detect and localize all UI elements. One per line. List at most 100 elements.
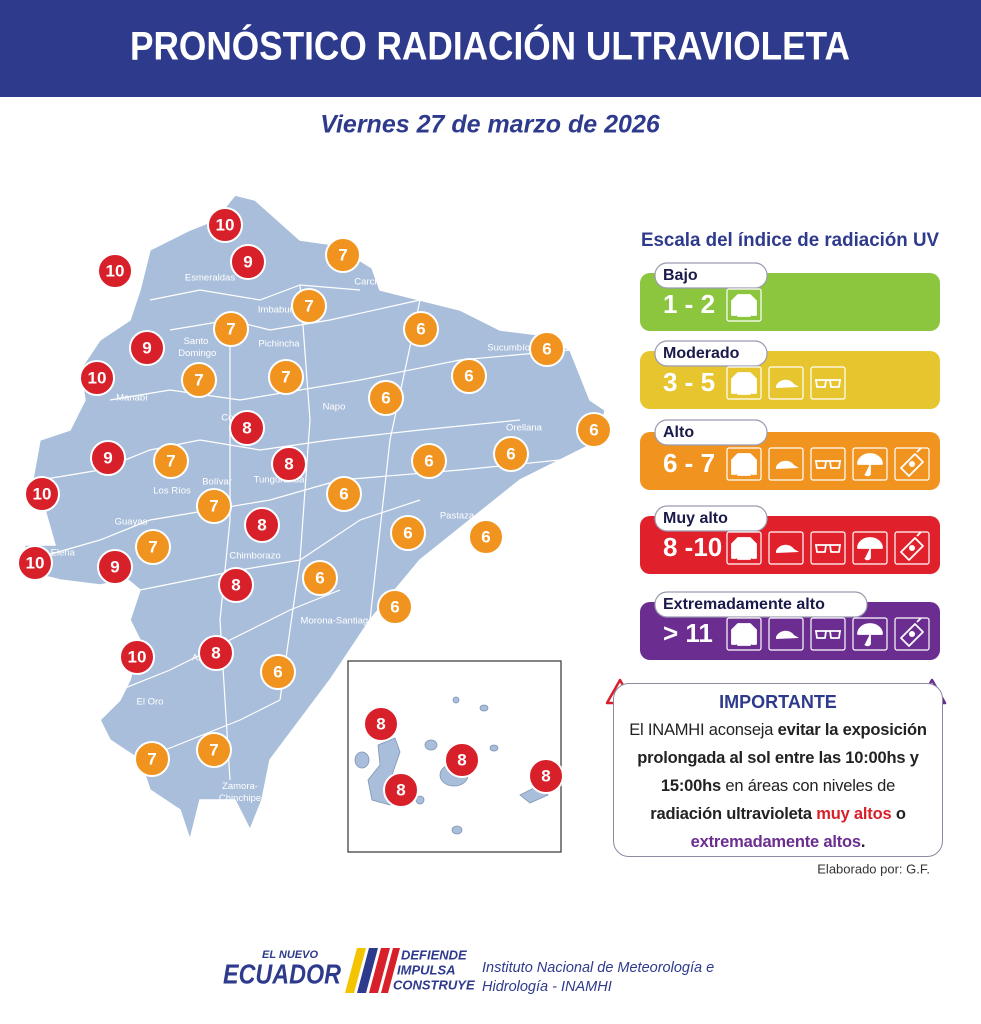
scale-level: Alto 6 - 7 xyxy=(640,419,940,490)
uv-marker: 6 xyxy=(411,443,447,479)
uv-marker: 6 xyxy=(390,515,426,551)
marker-value: 10 xyxy=(128,647,147,666)
icon-sun xyxy=(909,545,915,551)
institute-line: Instituto Nacional de Meteorología e xyxy=(482,960,714,976)
marker-circle xyxy=(90,440,126,476)
icon-jacket xyxy=(731,453,757,476)
level-range: 8 -10 xyxy=(663,532,722,562)
marker-value: 7 xyxy=(194,370,203,389)
marker-value: 8 xyxy=(541,766,550,785)
marker-value: 7 xyxy=(209,496,218,515)
marker-value: 6 xyxy=(273,662,282,681)
uv-marker: 6 xyxy=(403,311,439,347)
marker-value: 8 xyxy=(242,418,251,437)
uv-marker: 7 xyxy=(135,529,171,565)
uv-marker: 6 xyxy=(302,560,338,596)
marker-value: 9 xyxy=(110,557,119,576)
icon-frame xyxy=(726,366,762,400)
icon-frame xyxy=(768,531,804,565)
marker-value: 8 xyxy=(457,750,466,769)
uv-marker: 7 xyxy=(196,488,232,524)
level-name: Bajo xyxy=(663,267,698,284)
marker-value: 7 xyxy=(226,319,235,338)
level-name: Extremadamente alto xyxy=(663,596,825,613)
marker-circle xyxy=(444,742,480,778)
uv-marker: 10 xyxy=(79,360,115,396)
uv-marker: 6 xyxy=(260,654,296,690)
province-label: Sucumbíos xyxy=(487,343,535,354)
scale-title: Escala del índice de radiación UV xyxy=(641,230,939,251)
galapagos-markers: 8 8 8 8 xyxy=(363,706,564,808)
icon-frame xyxy=(894,447,930,481)
title: PRONÓSTICO RADIACIÓN ULTRAVIOLETA xyxy=(130,23,850,69)
marker-value: 6 xyxy=(381,388,390,407)
uv-marker: 7 xyxy=(213,311,249,347)
marker-value: 6 xyxy=(464,366,473,385)
uv-marker: 8 xyxy=(229,410,265,446)
icon-cap xyxy=(776,460,799,469)
galapagos-inset: 8 8 8 8 xyxy=(347,660,564,853)
icon-frame xyxy=(768,617,804,651)
uv-marker: 6 xyxy=(377,589,413,625)
marker-value: 7 xyxy=(166,451,175,470)
province-label: Pastaza xyxy=(440,511,475,522)
footer: EL NUEVO ECUADOR DEFIENDE IMPULSA CONSTR… xyxy=(223,947,714,994)
slogan-big: ECUADOR xyxy=(223,958,342,989)
icon-frame xyxy=(852,447,888,481)
level-range: 3 - 5 xyxy=(663,367,715,397)
province-label: Esmeraldas xyxy=(185,273,235,284)
level-pill xyxy=(654,419,768,446)
credits: Elaborado por: G.F. xyxy=(817,861,930,876)
uv-marker: 6 xyxy=(451,358,487,394)
marker-circle xyxy=(383,772,419,808)
ecuador-map: Esmeraldas Carchi Imbabura Santo Domingo Pic… xyxy=(17,194,612,843)
icon-frame xyxy=(768,447,804,481)
icon-umbrella xyxy=(857,623,883,647)
level-pill xyxy=(654,340,768,367)
marker-value: 8 xyxy=(284,454,293,473)
marker-circle xyxy=(493,436,529,472)
marker-value: 7 xyxy=(304,296,313,315)
province-label: Los Ríos xyxy=(153,486,191,497)
province-label: Chimborazo xyxy=(229,551,280,562)
marker-value: 8 xyxy=(257,515,266,534)
uv-marker: 7 xyxy=(325,237,361,273)
uv-marker: 10 xyxy=(119,639,155,675)
marker-value: 10 xyxy=(88,368,107,387)
marker-circle xyxy=(134,741,170,777)
marker-circle xyxy=(17,545,53,581)
icon-jacket xyxy=(731,372,757,395)
institute-line: Hidrología - INAMHI xyxy=(482,979,612,995)
uv-marker: 10 xyxy=(207,207,243,243)
marker-circle xyxy=(213,311,249,347)
marker-value: 10 xyxy=(106,261,125,280)
marker-circle xyxy=(153,443,189,479)
uv-marker: 6 xyxy=(529,331,565,367)
marker-value: 9 xyxy=(243,252,252,271)
icon-sunscreen xyxy=(900,617,924,647)
province-label: Manabí xyxy=(116,393,148,404)
marker-value: 10 xyxy=(26,553,45,572)
marker-circle xyxy=(291,288,327,324)
uv-marker: 6 xyxy=(576,412,612,448)
province-label: Napo xyxy=(323,402,346,413)
level-pill xyxy=(654,591,868,618)
level-range: 6 - 7 xyxy=(663,448,715,478)
icon-cap xyxy=(776,544,799,553)
marker-value: 7 xyxy=(338,245,347,264)
uv-marker: 8 xyxy=(244,507,280,543)
uv-marker: 7 xyxy=(268,359,304,395)
marker-value: 6 xyxy=(416,319,425,338)
level-range: > 11 xyxy=(663,618,713,648)
icon-frame xyxy=(768,366,804,400)
marker-circle xyxy=(129,330,165,366)
uv-marker: 8 xyxy=(218,567,254,603)
marker-value: 7 xyxy=(147,749,156,768)
motto-line: CONSTRUYE xyxy=(393,977,475,992)
marker-value: 8 xyxy=(376,714,385,733)
icon-umbrella xyxy=(857,453,883,477)
icon-frame xyxy=(894,531,930,565)
marker-value: 9 xyxy=(103,448,112,467)
icon-frame xyxy=(810,617,846,651)
